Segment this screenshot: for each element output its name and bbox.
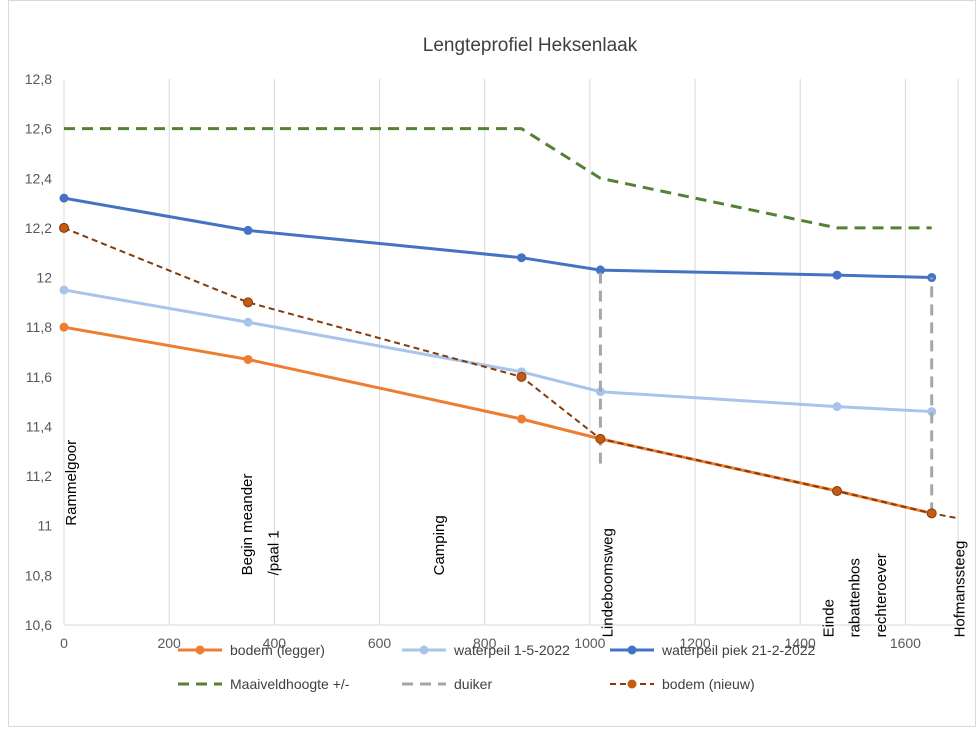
- x-tick-label: 1200: [679, 635, 710, 651]
- y-tick-label: 11,6: [26, 369, 52, 385]
- x-tick-label: 400: [263, 635, 287, 651]
- x-tick-label: 1600: [890, 635, 921, 651]
- series-layer: [59, 127, 959, 520]
- data-point: [832, 402, 842, 412]
- legend-label: waterpeil 1-5-2022: [453, 642, 570, 658]
- annotation-label: rechteroever: [873, 553, 890, 637]
- data-point: [59, 222, 69, 233]
- legend-marker: [627, 645, 637, 655]
- series-line-bodem-legger: [63, 325, 933, 515]
- y-axis: 10,6 10,8 11 11,2 11,4 11,6 11,8 12 12,2 12,4 12,6…: [25, 71, 52, 633]
- x-tick-label: 1400: [785, 635, 816, 651]
- legend-label: Maaiveldhoogte +/-: [230, 676, 350, 692]
- legend-marker: [627, 679, 637, 689]
- y-tick-label: 11,4: [26, 418, 52, 434]
- data-point: [243, 297, 254, 308]
- data-point: [517, 253, 527, 263]
- annotation-label: Lindeboomsweg: [599, 528, 616, 637]
- legend-label: duiker: [454, 676, 492, 692]
- y-tick-label: 11,2: [26, 468, 52, 484]
- y-tick-label: 12,4: [25, 170, 52, 186]
- data-point: [832, 270, 842, 280]
- data-point: [243, 317, 253, 327]
- y-tick-label: 11,8: [26, 319, 52, 335]
- annotation-label: Einde: [820, 599, 837, 637]
- data-point: [59, 322, 69, 332]
- data-point: [59, 193, 69, 203]
- x-tick-label: 1000: [574, 635, 605, 651]
- series-line-maaiveldhoogte: [64, 127, 932, 230]
- data-point: [926, 508, 937, 519]
- legend-label: bodem (nieuw): [662, 676, 755, 692]
- data-point: [243, 354, 253, 364]
- legend-marker: [419, 645, 429, 655]
- annotations: Rammelgoor Begin meander/paal 1 Camping Lin…: [63, 440, 969, 638]
- data-point: [595, 387, 605, 397]
- chart-title: Lengteprofiel Heksenlaak: [423, 35, 638, 56]
- x-tick-label: 800: [473, 635, 497, 651]
- legend-label: waterpeil piek 21-2-2022: [661, 642, 816, 658]
- legend-label: bodem (legger): [230, 642, 325, 658]
- y-tick-label: 12,2: [25, 220, 52, 236]
- data-point: [832, 485, 843, 496]
- y-tick-label: 10,6: [25, 617, 52, 633]
- legend-marker: [195, 645, 205, 655]
- data-point: [243, 225, 253, 235]
- data-point: [595, 433, 606, 444]
- data-point: [516, 371, 527, 382]
- series-line-waterpeil-piek-21-2-2022: [63, 196, 932, 280]
- data-point: [59, 285, 69, 295]
- y-tick-label: 12,6: [25, 121, 52, 137]
- annotation-label: Rammelgoor: [63, 440, 80, 526]
- annotation-label: Camping: [431, 515, 448, 575]
- grid-lines: [63, 79, 959, 626]
- y-tick-label: 10,8: [25, 567, 52, 583]
- series-line-waterpeil-1-5-2022: [63, 288, 932, 414]
- annotation-label: Begin meander: [239, 474, 256, 576]
- annotation-label: Hofmanssteeg: [952, 541, 969, 638]
- data-point: [595, 265, 605, 275]
- x-tick-label: 600: [368, 635, 392, 651]
- x-axis: 0 200 400 600 800 1000 1200 1400 1600: [60, 635, 921, 651]
- x-tick-label: 200: [157, 635, 181, 651]
- y-tick-label: 12,8: [25, 71, 52, 87]
- annotation-label: rabattenbos: [847, 558, 864, 637]
- data-point: [927, 407, 937, 417]
- y-tick-label: 11: [37, 518, 52, 534]
- data-point: [517, 414, 527, 424]
- y-tick-label: 12: [36, 270, 52, 286]
- legend: bodem (legger) waterpeil 1-5-2022 waterpei…: [178, 642, 816, 692]
- annotation-label: /paal 1: [265, 530, 282, 575]
- series-line-bodem-nieuw: [63, 226, 959, 520]
- x-tick-label: 0: [60, 635, 68, 651]
